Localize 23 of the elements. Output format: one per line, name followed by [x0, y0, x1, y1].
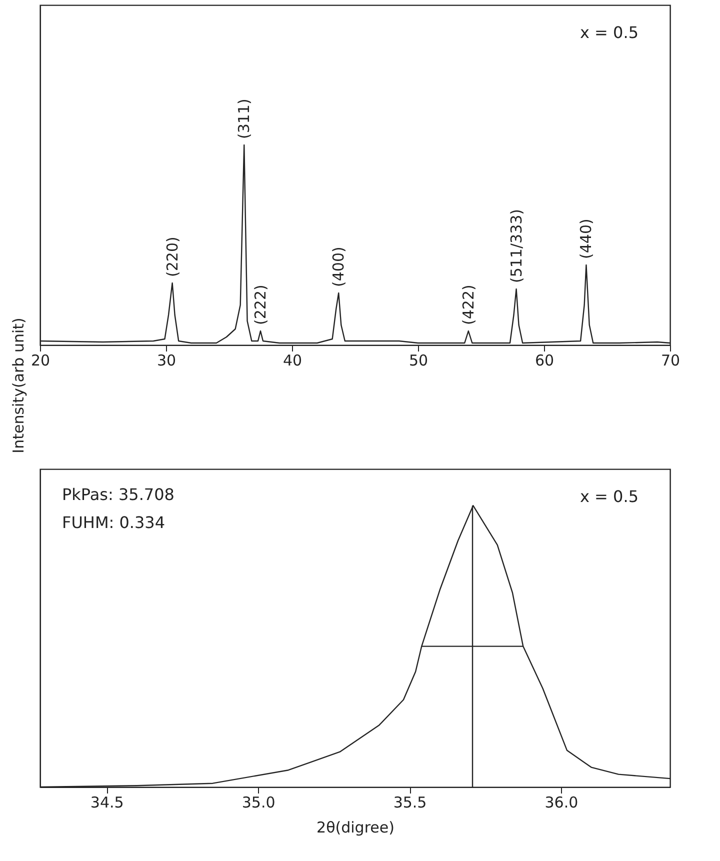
x-tick-label: 35.5	[393, 794, 427, 812]
annotation: (220)	[163, 236, 182, 277]
x-tick-label: 36.0	[544, 794, 578, 812]
text: x = 0.5	[580, 23, 638, 42]
annotation: FUHM: 0.334	[62, 513, 166, 532]
x-tick-label: 30	[156, 352, 176, 370]
x-tick-label: 60	[534, 352, 554, 370]
annotation: (440)	[577, 218, 596, 259]
x-tick-label: 70	[660, 352, 680, 370]
annotation: x = 0.5	[580, 487, 638, 506]
x-tick-label: 40	[282, 352, 302, 370]
annotation: (400)	[330, 246, 348, 287]
x-tick-label: 50	[408, 352, 428, 370]
annotation: (222)	[252, 284, 270, 325]
x-tick-label: 35.0	[242, 794, 276, 812]
x-tick-label: 20	[30, 352, 50, 370]
annotation: (511/333)	[507, 208, 526, 283]
annotation: (311)	[235, 98, 254, 139]
x-tick-label: 34.5	[90, 794, 124, 812]
y-axis-title: Intensity(arb unit)	[10, 318, 28, 454]
annotation: (422)	[459, 284, 478, 325]
x-axis-title: 2θ(digree)	[316, 818, 394, 836]
text: PkPas: 35.708	[62, 485, 174, 504]
